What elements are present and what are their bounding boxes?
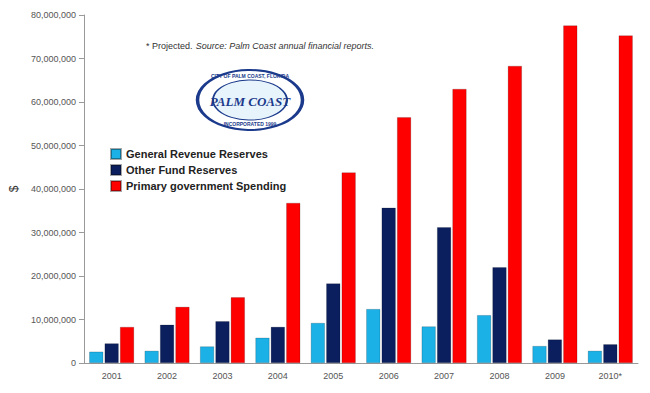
svg-text:INCORPORATED 1999: INCORPORATED 1999 xyxy=(224,121,277,127)
svg-text:$: $ xyxy=(7,185,21,192)
svg-text:General Revenue Reserves: General Revenue Reserves xyxy=(126,148,268,160)
svg-text:2006: 2006 xyxy=(379,371,399,381)
svg-text:CITY OF PALM COAST, FLORIDA: CITY OF PALM COAST, FLORIDA xyxy=(211,73,290,79)
svg-text:20,000,000: 20,000,000 xyxy=(31,271,76,281)
svg-text:2002: 2002 xyxy=(157,371,177,381)
svg-text:60,000,000: 60,000,000 xyxy=(31,97,76,107)
svg-text:2001: 2001 xyxy=(102,371,122,381)
svg-text:2010*: 2010* xyxy=(599,371,623,381)
svg-text:2004: 2004 xyxy=(268,371,288,381)
svg-text:40,000,000: 40,000,000 xyxy=(31,184,76,194)
svg-text:0: 0 xyxy=(71,358,76,368)
svg-text:* Projected.: * Projected. xyxy=(146,41,193,51)
svg-text:PALM COAST: PALM COAST xyxy=(210,94,291,109)
svg-text:2009: 2009 xyxy=(545,371,565,381)
svg-text:70,000,000: 70,000,000 xyxy=(31,54,76,64)
svg-text:2003: 2003 xyxy=(212,371,232,381)
svg-text:80,000,000: 80,000,000 xyxy=(31,10,76,20)
svg-text:2008: 2008 xyxy=(489,371,509,381)
svg-text:2005: 2005 xyxy=(323,371,343,381)
svg-text:10,000,000: 10,000,000 xyxy=(31,315,76,325)
svg-text:Source: Palm Coast annual fina: Source: Palm Coast annual financial repo… xyxy=(196,41,374,51)
svg-text:30,000,000: 30,000,000 xyxy=(31,228,76,238)
svg-text:Other Fund Reserves: Other Fund Reserves xyxy=(126,164,237,176)
svg-text:50,000,000: 50,000,000 xyxy=(31,141,76,151)
svg-text:2007: 2007 xyxy=(434,371,454,381)
svg-text:Primary government Spending: Primary government Spending xyxy=(126,180,286,192)
